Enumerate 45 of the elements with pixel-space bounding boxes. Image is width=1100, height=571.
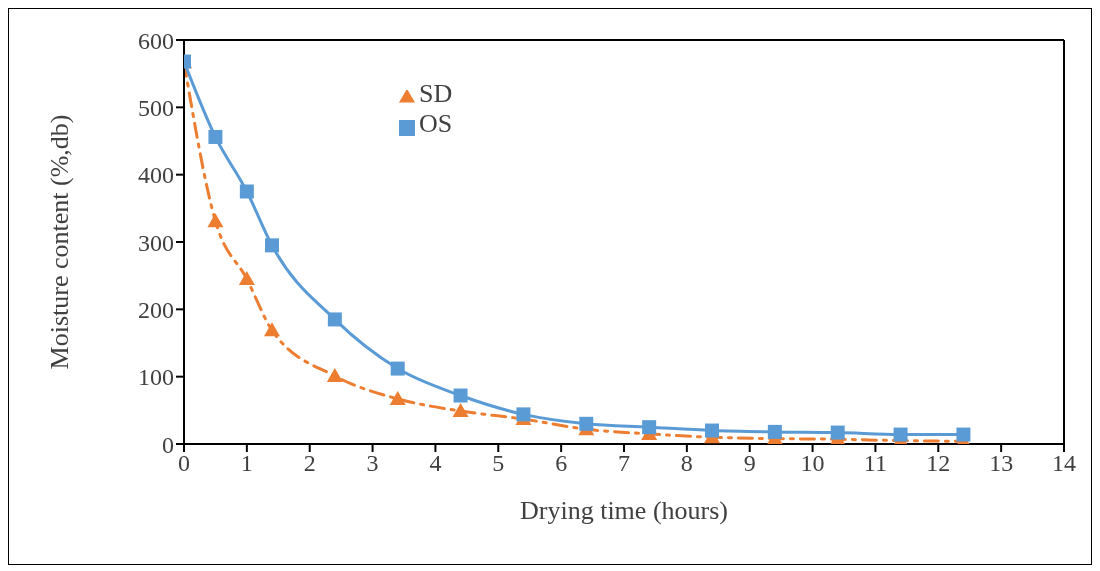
y-tick-label: 600 — [138, 27, 174, 54]
x-tick-label: 3 — [366, 450, 379, 477]
x-tick-label: 7 — [618, 450, 630, 477]
x-tick-label: 4 — [429, 450, 442, 477]
y-tick-label: 200 — [138, 296, 174, 323]
point — [327, 312, 342, 327]
x-tick-label: 2 — [303, 450, 316, 477]
point — [830, 425, 845, 440]
point — [264, 322, 280, 337]
y-tick-label: 400 — [138, 162, 174, 189]
legend-label: SD — [419, 79, 453, 108]
y-tick-label: 300 — [138, 229, 174, 256]
point — [208, 129, 223, 144]
point — [239, 184, 254, 199]
x-tick-label: 1 — [240, 450, 253, 477]
y-tick-label: 500 — [138, 94, 174, 121]
point — [452, 403, 469, 418]
point — [767, 424, 782, 439]
point — [705, 423, 719, 438]
point — [238, 271, 255, 286]
x-tick-label: 14 — [1052, 450, 1076, 477]
y-tick-label: 0 — [162, 431, 174, 458]
x-tick-label: 5 — [492, 450, 505, 477]
point — [642, 420, 657, 435]
x-tick-label: 11 — [863, 450, 887, 477]
x-axis-title: Drying time (hours) — [520, 496, 728, 525]
point — [453, 388, 468, 403]
x-tick-label: 9 — [743, 450, 756, 477]
point — [389, 390, 406, 405]
point — [265, 238, 279, 253]
x-tick-label: 12 — [926, 450, 951, 477]
point — [956, 427, 971, 442]
point — [516, 407, 531, 422]
point — [207, 213, 224, 228]
x-tick-label: 10 — [800, 450, 825, 477]
point — [579, 416, 594, 431]
y-axis-title: Moisture content (%,db) — [45, 114, 75, 370]
x-tick-label: 6 — [555, 450, 568, 477]
y-tick-label: 100 — [138, 364, 174, 391]
point — [390, 361, 405, 376]
x-tick-label: 8 — [680, 450, 693, 477]
point — [326, 367, 343, 382]
legend-label: OS — [419, 109, 453, 138]
point — [893, 427, 908, 442]
x-tick-label: 13 — [989, 450, 1014, 477]
